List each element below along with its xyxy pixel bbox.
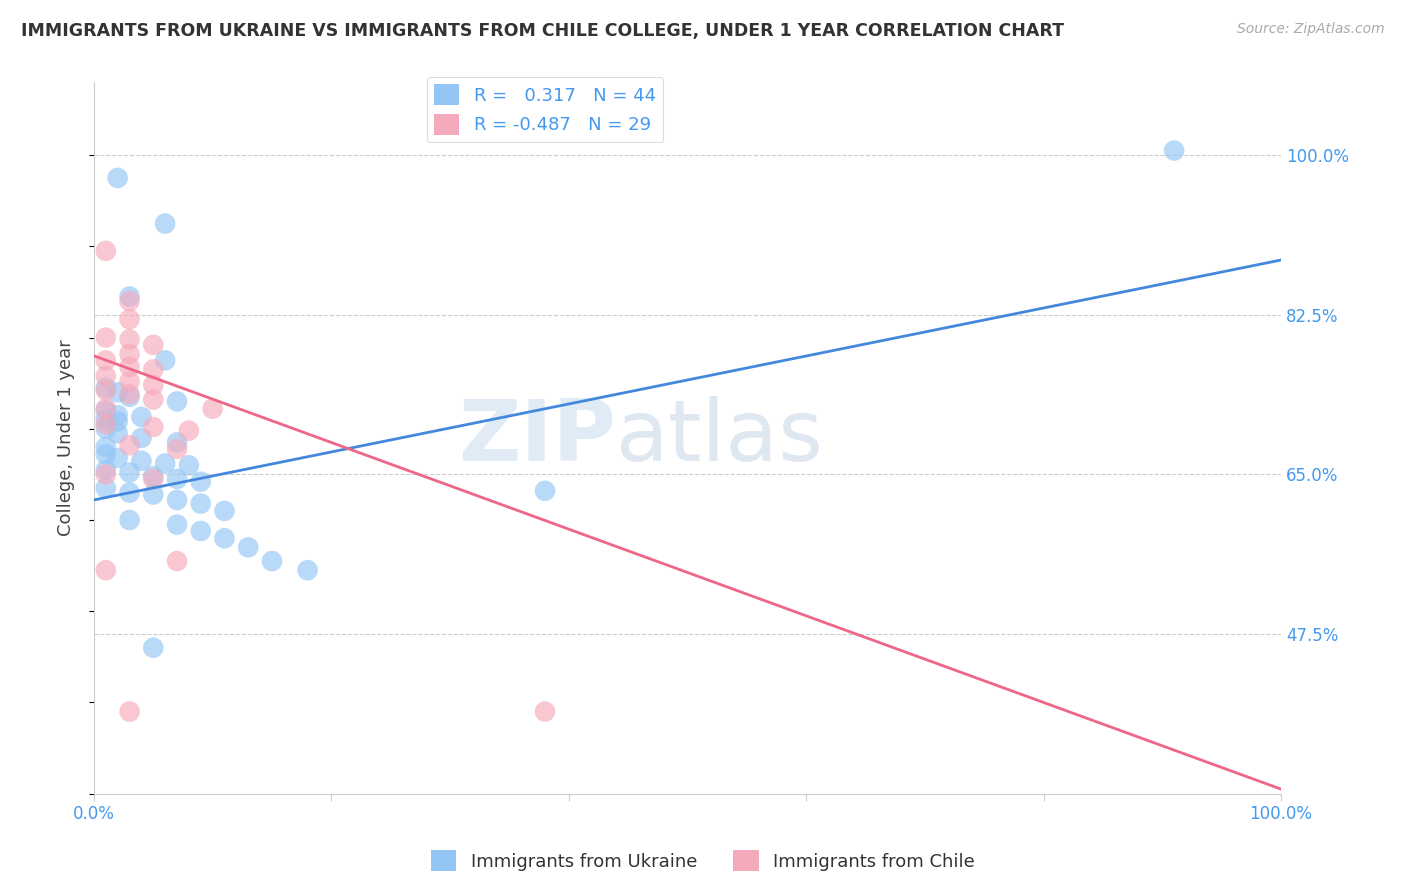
Point [94,481,117,495]
Point [94,384,117,398]
Point [118,289,141,303]
Point [142,469,165,483]
Point [142,392,165,407]
Point [214,504,236,518]
Text: IMMIGRANTS FROM UKRAINE VS IMMIGRANTS FROM CHILE COLLEGE, UNDER 1 YEAR CORRELATI: IMMIGRANTS FROM UKRAINE VS IMMIGRANTS FR… [21,22,1064,40]
Point [118,347,141,361]
Point [94,353,117,368]
Point [534,705,557,719]
Point [94,412,117,426]
Point [131,453,153,467]
Point [142,487,165,501]
Point [94,422,117,436]
Point [166,517,188,532]
Point [94,401,117,416]
Point [94,563,117,577]
Point [118,387,141,401]
Y-axis label: College, Under 1 year: College, Under 1 year [58,340,75,536]
Point [177,458,200,473]
Point [190,524,212,538]
Point [214,531,236,545]
Point [107,415,129,429]
Point [142,640,165,655]
Point [177,424,200,438]
Point [1163,144,1185,158]
Point [190,475,212,489]
Point [142,338,165,352]
Point [118,390,141,404]
Point [94,244,117,258]
Point [94,403,117,417]
Point [118,375,141,389]
Point [94,330,117,344]
Point [118,466,141,480]
Point [190,497,212,511]
Point [94,447,117,461]
Text: Source: ZipAtlas.com: Source: ZipAtlas.com [1237,22,1385,37]
Point [534,483,557,498]
Point [118,513,141,527]
Text: atlas: atlas [616,396,824,479]
Point [118,332,141,346]
Point [118,359,141,374]
Point [118,294,141,309]
Point [107,385,129,400]
Point [131,409,153,424]
Point [118,438,141,452]
Point [142,472,165,486]
Point [94,463,117,477]
Point [94,467,117,482]
Point [94,440,117,454]
Point [94,417,117,432]
Point [201,401,224,416]
Point [142,362,165,376]
Point [107,170,129,185]
Point [118,485,141,500]
Legend: Immigrants from Ukraine, Immigrants from Chile: Immigrants from Ukraine, Immigrants from… [425,843,981,879]
Point [166,472,188,486]
Point [153,353,176,368]
Legend: R =   0.317   N = 44, R = -0.487   N = 29: R = 0.317 N = 44, R = -0.487 N = 29 [427,77,664,142]
Point [107,450,129,465]
Point [94,368,117,383]
Point [142,378,165,392]
Point [142,420,165,434]
Point [118,312,141,326]
Point [153,457,176,471]
Point [166,435,188,450]
Point [297,563,319,577]
Point [107,426,129,441]
Point [260,554,283,568]
Point [166,492,188,507]
Point [94,381,117,395]
Point [118,705,141,719]
Point [166,554,188,568]
Point [153,217,176,231]
Point [131,431,153,445]
Text: ZIP: ZIP [458,396,616,479]
Point [166,442,188,456]
Point [238,541,260,555]
Point [107,408,129,422]
Point [166,394,188,409]
